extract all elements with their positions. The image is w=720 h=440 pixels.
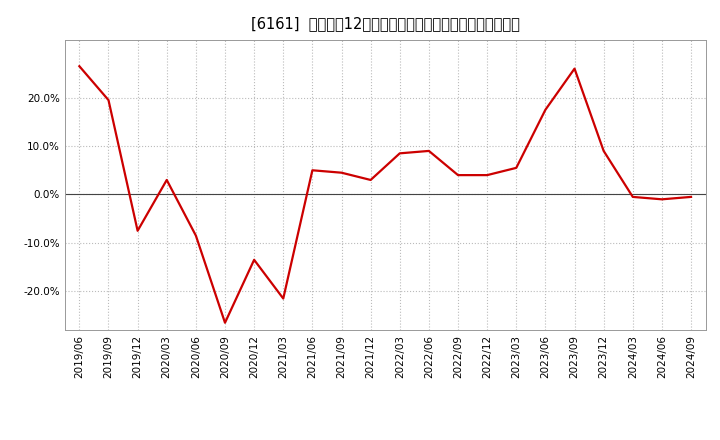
Title: [6161]  売上高だ12か月移動合計の対前年同期増減率の推移: [6161] 売上高だ12か月移動合計の対前年同期増減率の推移: [251, 16, 520, 32]
